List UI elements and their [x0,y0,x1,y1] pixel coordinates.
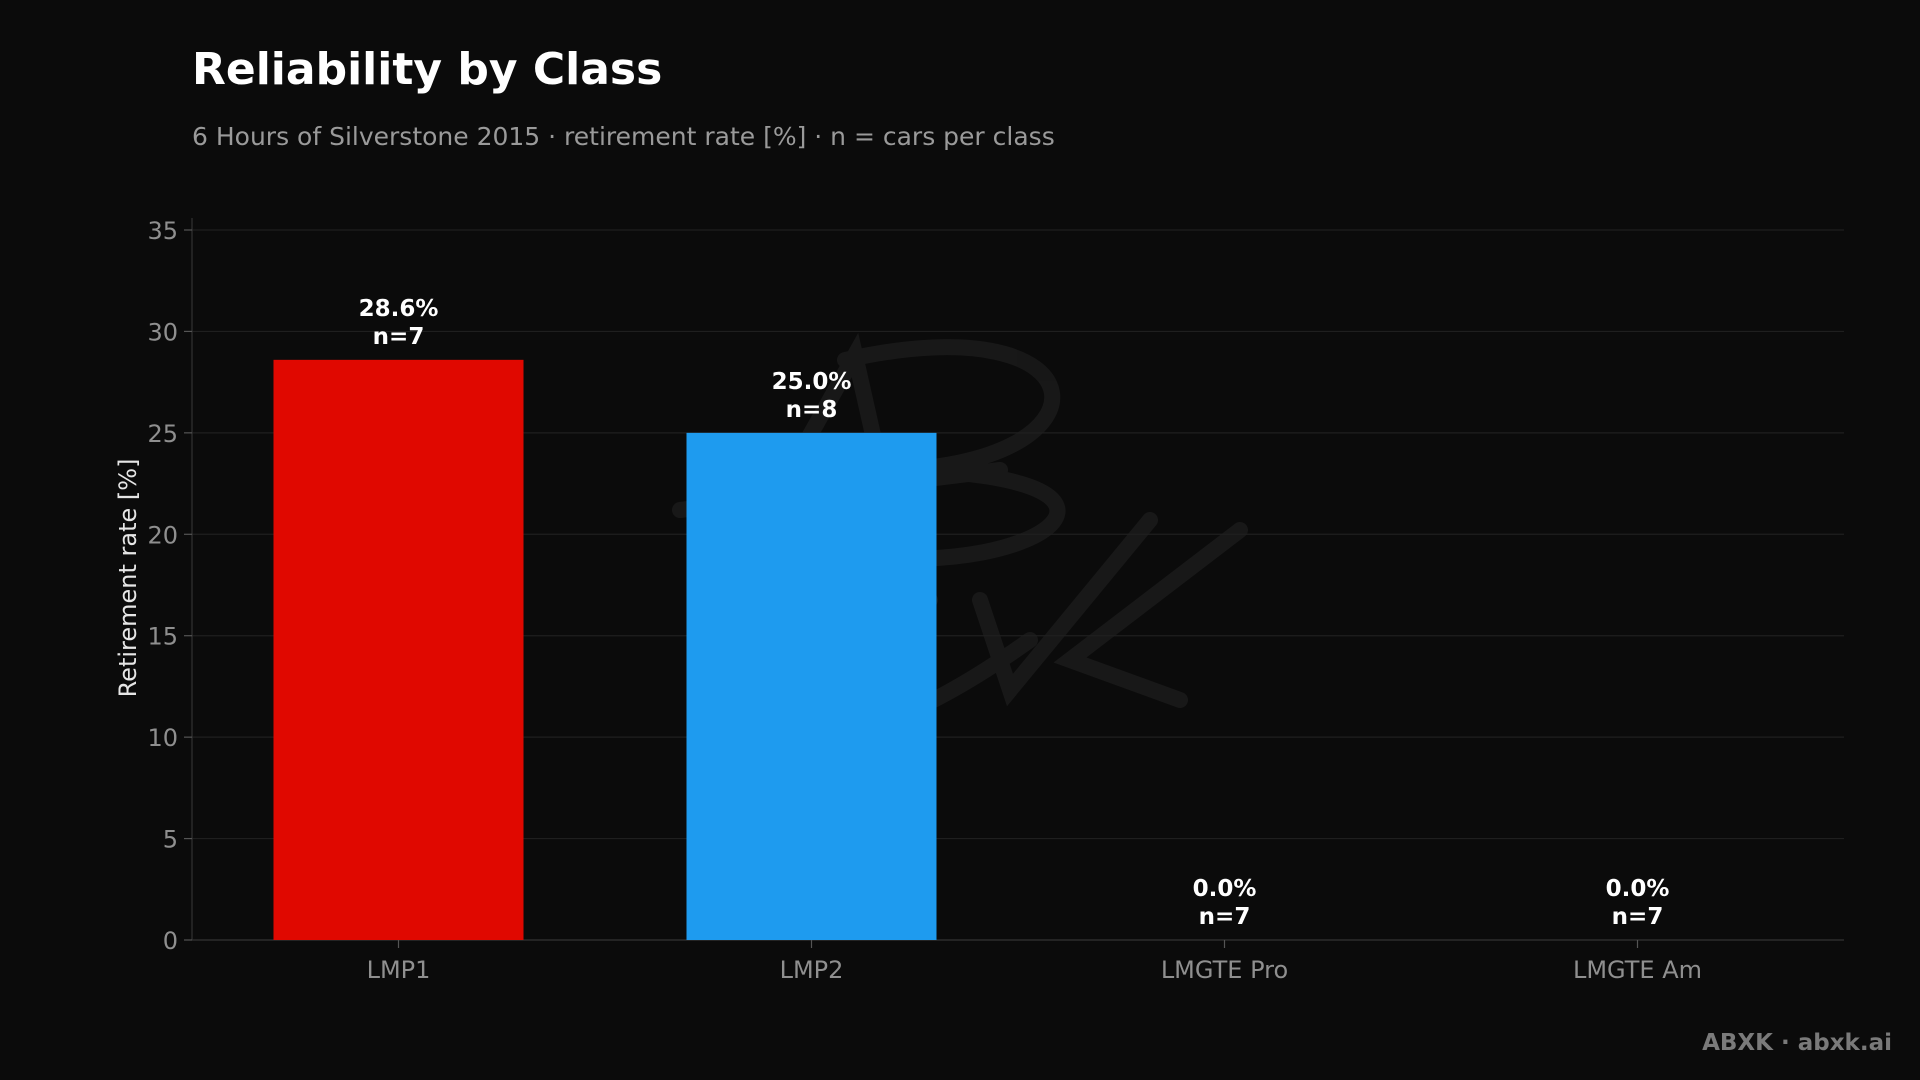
x-ticks: LMP1 LMP2 LMGTE Pro LMGTE Am [367,940,1702,984]
count-label: n=7 [373,324,425,350]
y-ticks: 0 5 10 15 20 25 30 35 [147,217,192,955]
x-tick-label: LMGTE Am [1573,956,1702,984]
y-tick-label: 0 [163,927,178,955]
chart-subtitle: 6 Hours of Silverstone 2015 · retirement… [192,122,1055,151]
count-label: n=8 [786,397,838,423]
y-tick-label: 20 [147,521,178,549]
y-tick-label: 35 [147,217,178,245]
brand-footer: ABXK · abxk.ai [1702,1030,1892,1056]
value-label: 0.0% [1606,876,1670,902]
chart-title: Reliability by Class [192,44,663,95]
value-label: 25.0% [772,369,852,395]
x-tick-label: LMP2 [780,956,844,984]
value-label: 28.6% [359,296,439,322]
x-tick-label: LMP1 [367,956,431,984]
x-tick-label: LMGTE Pro [1161,956,1288,984]
count-label: n=7 [1199,904,1251,930]
bars [273,359,937,940]
y-tick-label: 25 [147,420,178,448]
y-tick-label: 10 [147,724,178,752]
y-tick-label: 15 [147,623,178,651]
y-tick-label: 30 [147,318,178,346]
y-axis-label: Retirement rate [%] [114,459,142,698]
bar-lmp2 [686,432,937,940]
data-labels: 28.6%n=725.0%n=80.0%n=70.0%n=7 [359,296,1670,930]
bar-lmp1 [273,359,524,940]
y-tick-label: 5 [163,826,178,854]
count-label: n=7 [1612,904,1664,930]
value-label: 0.0% [1193,876,1257,902]
